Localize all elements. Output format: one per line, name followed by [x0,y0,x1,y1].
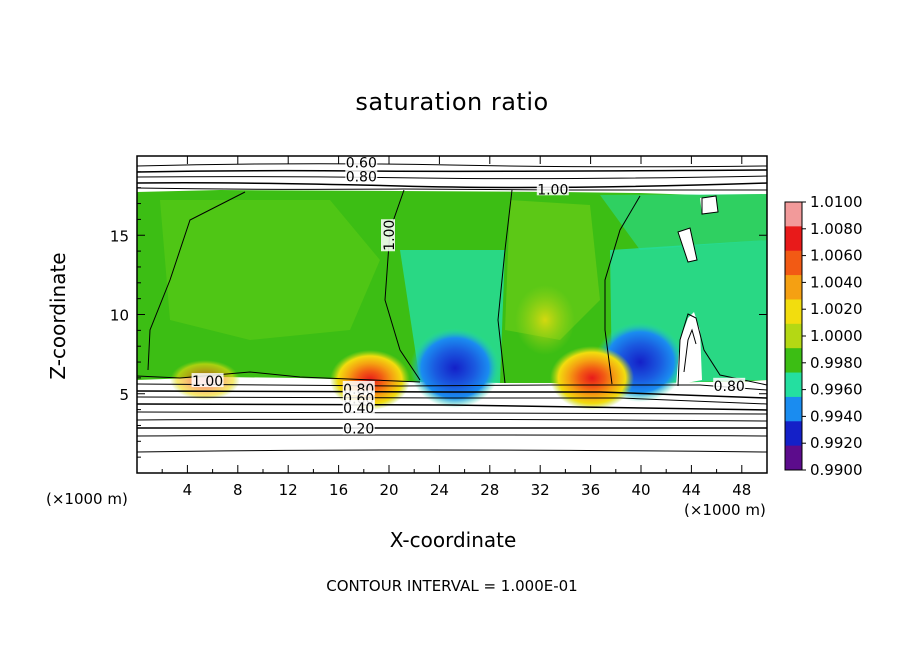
colorbar-segment [785,323,802,349]
colorbar-segment [785,421,802,447]
colorbar-tick-label: 0.9920 [810,434,863,452]
x-unit-left: (×1000 m) [46,490,128,508]
colorbar-segment [785,202,802,227]
contour-interval-note: CONTOUR INTERVAL = 1.000E-01 [326,577,578,595]
x-tick-label: 28 [480,481,499,499]
colorbar-tick-label: 0.9960 [810,381,863,399]
colorbar-tick-label: 0.9900 [810,461,863,479]
colorbar-segment [785,250,802,276]
x-tick-label: 36 [581,481,600,499]
contour-label: 0.80 [713,377,746,395]
contour-label-bg [342,420,375,435]
chart-title: saturation ratio [355,88,549,116]
contour-label-text: 0.60 [346,155,377,171]
colorbar-segment [785,396,802,422]
contour-label-text: 0.80 [714,379,745,395]
contour-label: 1.00 [381,219,398,252]
contour-label-bg [342,400,375,415]
x-tick-label: 24 [430,481,449,499]
contour-label: 0.20 [342,420,375,438]
colorbar-segment [785,299,802,325]
colorbar-segment [785,445,802,471]
x-tick-label: 20 [379,481,398,499]
y-axis: 5 10 15 [110,171,767,458]
contour-label: 1.00 [191,373,224,390]
contour-label-bg [536,181,569,196]
y-tick-label: 5 [119,386,129,404]
contour-label: 0.80 [345,168,378,186]
colorbar-tick-label: 0.9940 [810,407,863,425]
contour-label-bg [345,154,378,169]
x-tick-label: 8 [233,481,243,499]
x-tick-label: 40 [631,481,650,499]
contour-label-text: 0.20 [343,422,374,438]
contour-label-bg [191,373,224,388]
saturation-field [137,190,767,410]
contour-label-text: 1.00 [192,374,223,390]
contour-label: 1.00 [536,181,569,198]
contour-label: 0.40 [342,400,375,417]
contour-label-bg [381,219,395,252]
colorbar-tick-label: 0.9980 [810,354,863,372]
colorbar-tick-label: 1.0000 [810,327,863,345]
colorbar-segment [785,372,802,398]
y-tick-label: 15 [110,227,129,245]
colorbar-tick-label: 1.0020 [810,300,863,318]
colorbar-tick-label: 1.0100 [810,193,863,211]
colorbar: 1.0100 1.0080 1.0060 1.0040 1.0020 1.0000 0.99… [784,193,863,479]
x-tick-label: 44 [682,481,701,499]
x-tick-label: 48 [732,481,751,499]
contour-label-text: 1.00 [382,220,398,251]
contour-lines [137,163,767,453]
contour-label-text: 0.40 [343,401,374,417]
contour-labels: 0.600.801.001.001.00 0.800.600.400.200.80 [191,154,746,438]
colorbar-segment [785,348,802,374]
contour-label-bg [713,377,746,392]
contour-label-text: 0.80 [346,170,377,186]
y-axis-label: Z-coordinate [46,252,70,380]
colorbar-tick-label: 1.0060 [810,247,863,265]
contour-label-text: 1.00 [537,182,568,198]
contour-label: 0.60 [345,154,378,171]
x-axis-label: X-coordinate [389,528,517,552]
x-axis: 4 8 12 16 20 24 28 32 36 40 44 48 [161,156,751,499]
x-tick-label: 32 [531,481,550,499]
y-tick-label: 10 [110,307,129,325]
x-tick-label: 16 [329,481,348,499]
x-unit-right: (×1000 m) [684,501,766,519]
x-tick-label: 12 [279,481,298,499]
x-tick-label: 4 [183,481,193,499]
colorbar-tick-label: 1.0040 [810,273,863,291]
colorbar-segment [785,226,802,252]
contour-label-bg [345,168,378,183]
colorbar-tick-label: 1.0080 [810,220,863,238]
colorbar-segment [785,275,802,300]
